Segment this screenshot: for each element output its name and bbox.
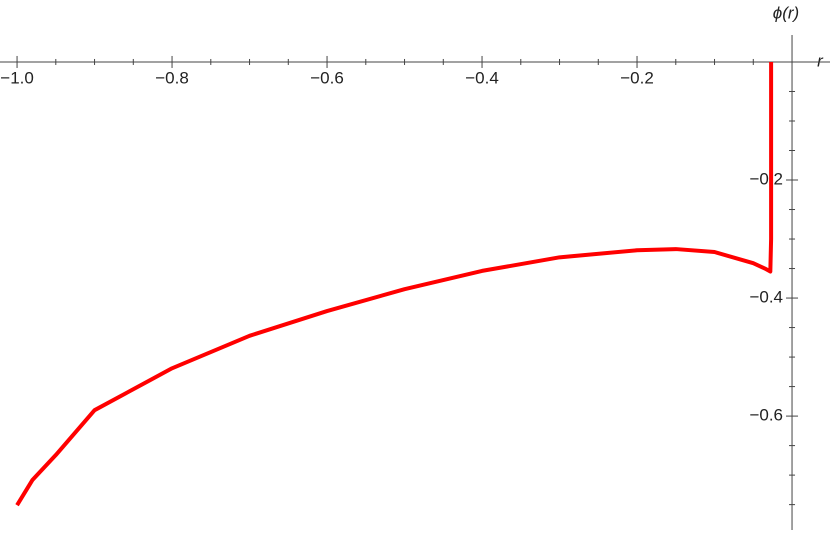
x-tick-label: −1.0: [0, 68, 34, 87]
y-tick-label: −0.6: [749, 406, 783, 425]
x-tick-label: −0.6: [310, 68, 344, 87]
x-axis-label: r: [817, 51, 824, 70]
y-tick-label: −0.2: [749, 169, 783, 188]
y-axis-label: ϕ(r): [773, 3, 799, 22]
x-tick-label: −0.2: [620, 68, 654, 87]
data-line: [15, 61, 774, 507]
y-tick-label: −0.4: [749, 288, 783, 307]
x-tick-label: −0.8: [155, 68, 189, 87]
x-tick-label: −0.4: [465, 68, 499, 87]
